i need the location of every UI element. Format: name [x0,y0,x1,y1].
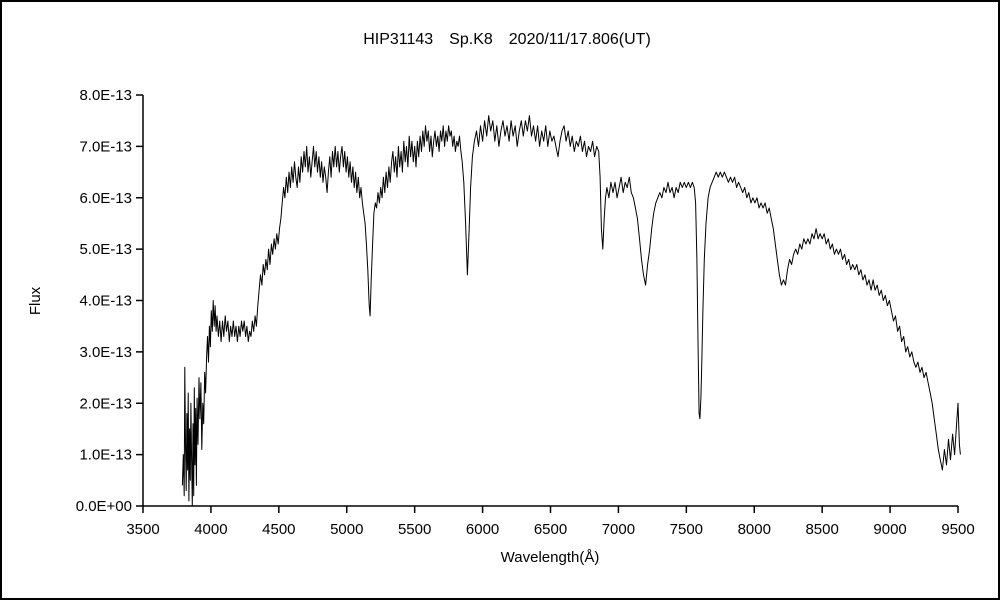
y-tick-label: 8.0E-13 [79,87,132,104]
x-tick-label: 8000 [738,521,771,538]
x-ticks: 3500 4000 4500 5000 5500 6000 6500 7000 7500 8000… [126,506,975,538]
y-tick-label: 7.0E-13 [79,138,132,155]
axis-lines [142,95,958,507]
y-axis-label: Flux [27,286,44,315]
y-tick-label: 4.0E-13 [79,293,132,310]
x-tick-label: 4500 [262,521,295,538]
x-tick-label: 6000 [466,521,499,538]
x-tick-label: 9500 [941,521,974,538]
y-tick-label: 0.0E+00 [76,498,132,515]
y-tick-label: 6.0E-13 [79,190,132,207]
x-tick-label: 9000 [873,521,906,538]
y-tick-label: 3.0E-13 [79,344,132,361]
x-tick-label: 3500 [126,521,159,538]
x-tick-label: 5000 [330,521,363,538]
x-tick-label: 6500 [534,521,567,538]
y-ticks: 0.0E+00 1.0E-13 2.0E-13 3.0E-13 4.0E-13 5.0E-… [76,87,143,515]
chart-title: HIP31143 Sp.K8 2020/11/17.806(UT) [363,31,651,48]
x-tick-label: 8500 [805,521,838,538]
y-tick-label: 2.0E-13 [79,395,132,412]
axes [142,95,958,507]
x-tick-label: 5500 [398,521,431,538]
x-axis-label: Wavelength(Å) [501,549,600,566]
x-tick-label: 7000 [602,521,635,538]
y-tick-label: 5.0E-13 [79,241,132,258]
x-tick-label: 4000 [194,521,227,538]
spectrum-line [181,115,961,507]
x-tick-label: 7500 [670,521,703,538]
y-tick-label: 1.0E-13 [79,447,132,464]
